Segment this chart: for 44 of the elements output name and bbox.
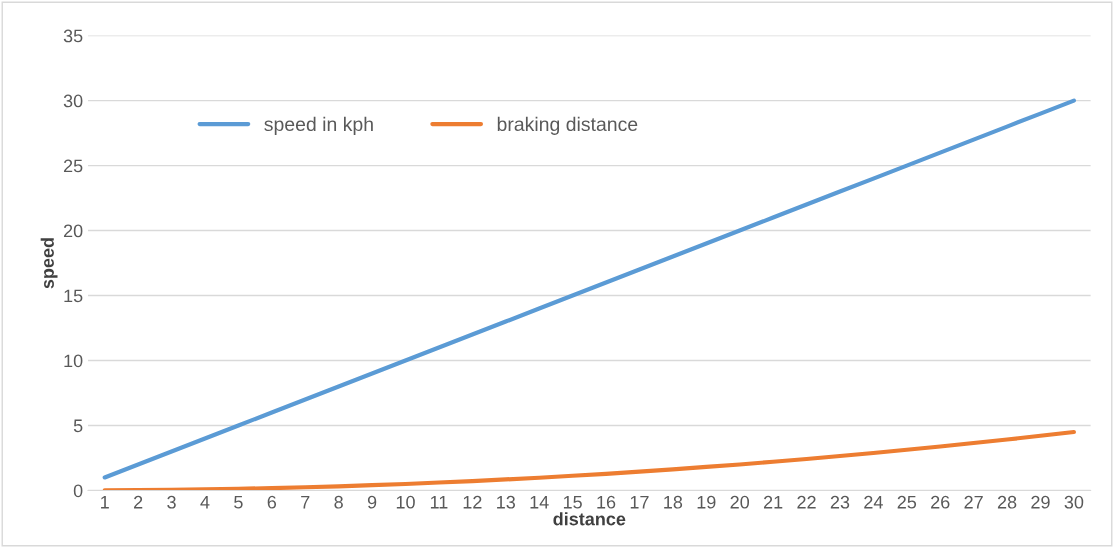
x-tick-label: 4 — [200, 495, 210, 509]
y-tick-label: 30 — [63, 94, 83, 108]
x-axis-title: distance — [553, 512, 626, 526]
x-tick-label: 17 — [630, 495, 649, 509]
x-tick-label: 25 — [897, 495, 917, 509]
y-tick-label: 5 — [73, 419, 83, 433]
x-tick-label: 30 — [1064, 495, 1084, 509]
x-tick-label: 13 — [497, 495, 515, 509]
x-tick-label: 12 — [463, 495, 482, 509]
x-tick-label: 9 — [367, 495, 377, 509]
x-tick-label: 7 — [301, 495, 310, 509]
y-tick-label: 35 — [63, 29, 83, 43]
y-tick-label: 15 — [64, 289, 83, 303]
x-tick-label: 29 — [1031, 495, 1050, 509]
x-tick-label: 23 — [830, 495, 850, 509]
x-tick-label: 20 — [730, 495, 750, 509]
y-tick-label: 20 — [63, 224, 83, 238]
x-tick-label: 18 — [664, 495, 683, 509]
x-tick-label: 19 — [697, 495, 716, 509]
x-tick-label: 14 — [530, 495, 549, 509]
x-tick-label: 27 — [964, 495, 983, 509]
x-tick-label: 2 — [134, 495, 143, 509]
x-tick-label: 28 — [997, 495, 1017, 509]
x-tick-label: 24 — [864, 495, 883, 509]
x-tick-label: 11 — [430, 495, 448, 509]
x-tick-label: 26 — [931, 495, 950, 509]
x-tick-label: 8 — [334, 495, 343, 509]
x-tick-label: 21 — [763, 495, 783, 509]
y-axis-title: speed — [40, 238, 58, 289]
line-series — [102, 98, 1076, 480]
y-tick-label: 25 — [63, 159, 83, 173]
x-tick-label: 3 — [167, 495, 176, 509]
line-series — [102, 429, 1076, 491]
x-tick-label: 5 — [234, 495, 243, 509]
x-tick-label: 16 — [597, 495, 616, 509]
y-tick-label: 0 — [73, 484, 83, 498]
legend-label: braking distance — [497, 116, 638, 135]
x-tick-label: 10 — [396, 495, 415, 509]
x-tick-label: 6 — [267, 495, 277, 509]
x-tick-label: 1 — [101, 495, 109, 509]
x-tick-label: 22 — [797, 495, 816, 509]
legend-label: speed in kph — [264, 116, 373, 135]
x-tick-label: 15 — [563, 495, 582, 509]
y-tick-label: 10 — [64, 354, 83, 368]
